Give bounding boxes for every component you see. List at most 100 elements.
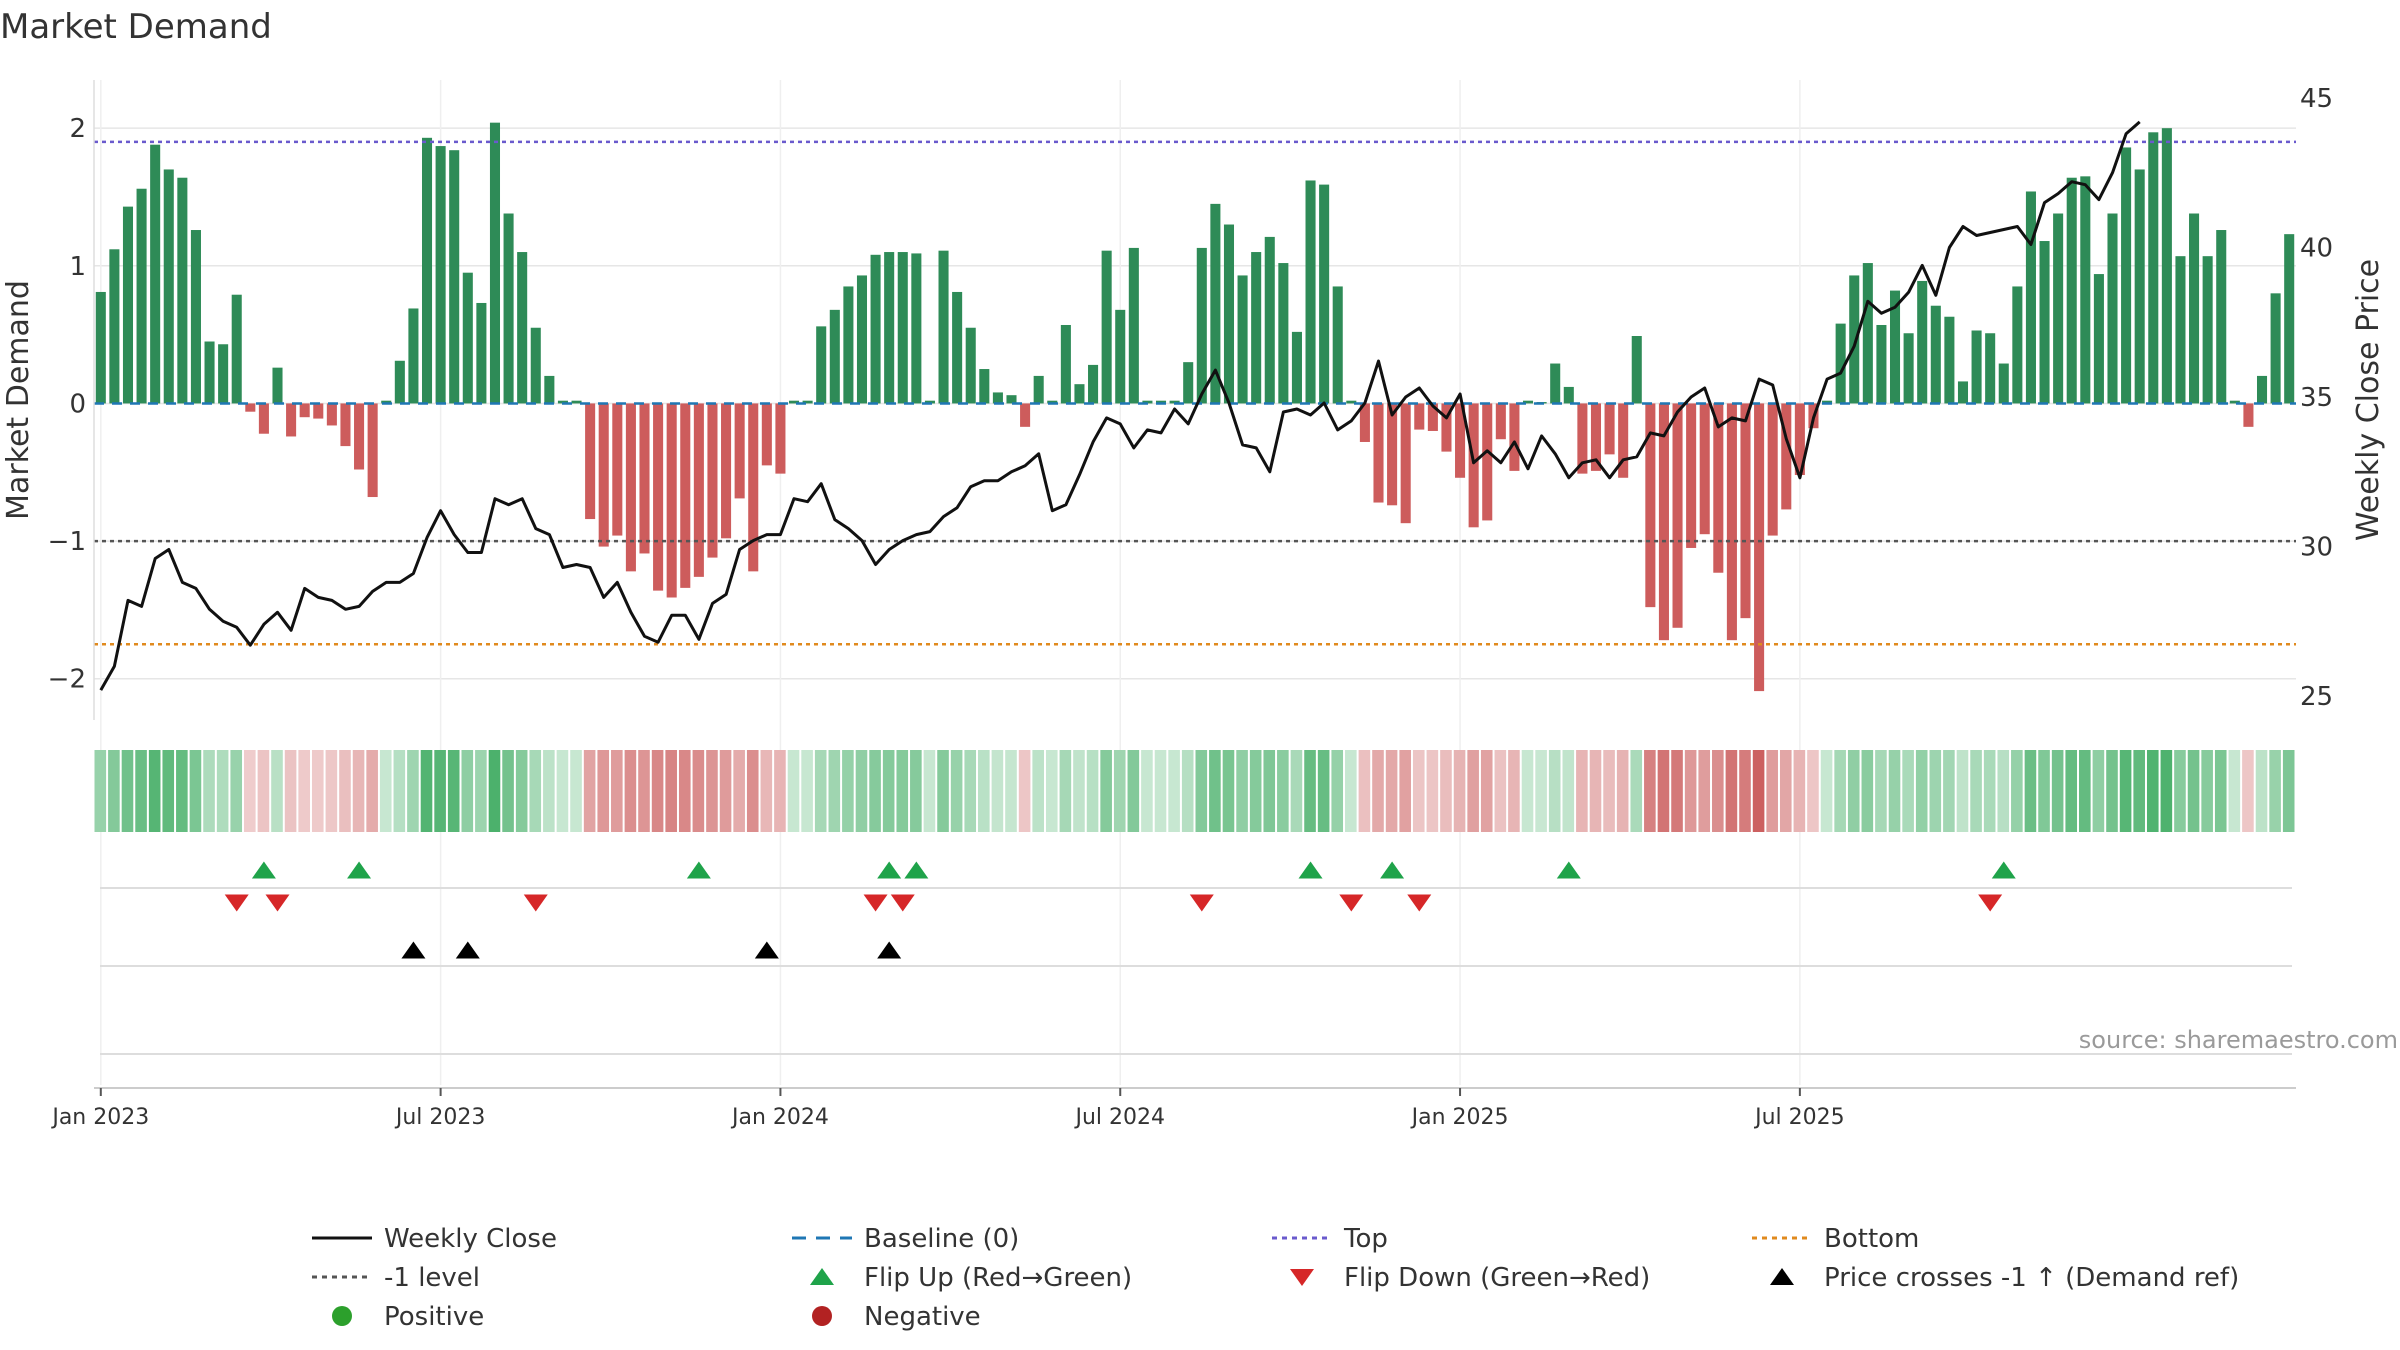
legend-item: Top [1272, 1224, 1388, 1254]
negative-bar [1713, 403, 1724, 573]
positive-bar [1835, 323, 1846, 404]
positive-bar [938, 250, 949, 404]
negative-bar [1509, 403, 1520, 471]
strip-cell [651, 750, 664, 832]
positive-bar [1210, 203, 1221, 404]
positive-bar [1822, 400, 1833, 404]
legend-label: Top [1343, 1224, 1388, 1254]
weekly-close-line [99, 120, 2141, 691]
strip-cell [1535, 750, 1547, 832]
strip-cell [148, 750, 161, 832]
positive-bar [95, 291, 106, 404]
strip-cell [801, 750, 813, 832]
strip-cell [1739, 750, 1751, 832]
strip-cell [176, 750, 188, 832]
legend-label: Flip Down (Green→Red) [1344, 1263, 1650, 1293]
strip-cell [135, 750, 147, 832]
negative-bar [775, 403, 786, 474]
strip-cell [1684, 750, 1697, 832]
strip-cell [1168, 750, 1180, 832]
legend-item: -1 level [312, 1263, 480, 1293]
negative-bar [258, 403, 269, 434]
positive-bar [2175, 256, 2186, 404]
positive-bar [1631, 336, 1642, 404]
strip-cell [597, 750, 610, 832]
left-tick-label: −1 [48, 527, 86, 557]
strip-cell [1453, 750, 1466, 832]
strip-cell [774, 750, 786, 832]
flip-down-marker [890, 894, 915, 912]
strip-cell [94, 750, 107, 832]
strip-cell [1100, 750, 1112, 832]
negative-bar [1373, 403, 1384, 503]
strip-cell [1657, 750, 1670, 832]
positive-bar [1917, 280, 1928, 404]
strip-cell [1059, 750, 1072, 832]
legend-label: Weekly Close [384, 1224, 557, 1254]
right-tick-label: 25 [2300, 682, 2333, 712]
x-axis: Jan 2023 Jul 2023 Jan 2024 Jul 2024 Jan 2025… [50, 1087, 2296, 1130]
positive-bar [449, 150, 460, 404]
strip-cell [869, 750, 881, 832]
flip-down-marker [1407, 894, 1432, 912]
strip-cell [937, 750, 949, 832]
positive-bar [965, 327, 976, 404]
flip-up-marker [1991, 861, 2016, 879]
negative-bar [1020, 403, 1031, 427]
right-tick-label: 35 [2300, 383, 2333, 413]
strip-cell [1113, 750, 1126, 832]
strip-cell [488, 750, 501, 832]
flip-down-marker [1978, 894, 2003, 912]
strip-cell [638, 750, 650, 832]
legend-swatch [1770, 1268, 1794, 1285]
strip-cell [2011, 750, 2023, 832]
negative-bar [1618, 403, 1629, 478]
strip-cell [1222, 750, 1235, 832]
strip-cell [189, 750, 202, 832]
strip-cell [502, 750, 514, 832]
positive-bar [870, 254, 881, 404]
strip-cell [1983, 750, 1996, 832]
positive-bar [1305, 180, 1316, 404]
strip-cell [611, 750, 623, 832]
negative-bar [1686, 403, 1697, 548]
strip-cell [2255, 750, 2268, 832]
negative-bar [340, 403, 351, 447]
positive-bar [1550, 363, 1561, 404]
strip-cell [2119, 750, 2132, 832]
negative-bar [707, 403, 718, 558]
x-tick-label: Jan 2023 [50, 1105, 149, 1130]
strip-cell [2242, 750, 2254, 832]
strip-cell [2214, 750, 2227, 832]
positive-bar [1889, 290, 1901, 404]
negative-bar [693, 403, 704, 577]
strip-cell [1032, 750, 1044, 832]
flip-up-marker [1556, 861, 1581, 879]
positive-bar [1332, 286, 1343, 404]
positive-bar [2039, 241, 2050, 404]
source-label: source: sharemaestro.com [2079, 1026, 2398, 1054]
strip-cell [203, 750, 215, 832]
strip-cell [1943, 750, 1955, 832]
positive-bar [408, 308, 419, 404]
strip-cell [1671, 750, 1683, 832]
strip-cell [2092, 750, 2105, 832]
strip-cell [1847, 750, 1860, 832]
legend-item: Weekly Close [312, 1224, 557, 1254]
strip-cell [1385, 750, 1398, 832]
positive-bar [435, 146, 446, 404]
positive-bar [1930, 305, 1941, 404]
positive-bar [1033, 375, 1044, 404]
positive-bar [1291, 331, 1302, 404]
positive-bar [802, 400, 813, 404]
positive-bar [1196, 247, 1207, 404]
right-tick-label: 40 [2300, 233, 2333, 263]
negative-bar [734, 403, 745, 499]
strip-cell [244, 750, 256, 832]
flip-down-marker [1189, 894, 1214, 912]
positive-bar [1223, 224, 1235, 404]
strip-cell [2106, 750, 2118, 832]
positive-bar [1563, 386, 1574, 404]
strip-cell [2065, 750, 2078, 832]
strip-cell [515, 750, 528, 832]
